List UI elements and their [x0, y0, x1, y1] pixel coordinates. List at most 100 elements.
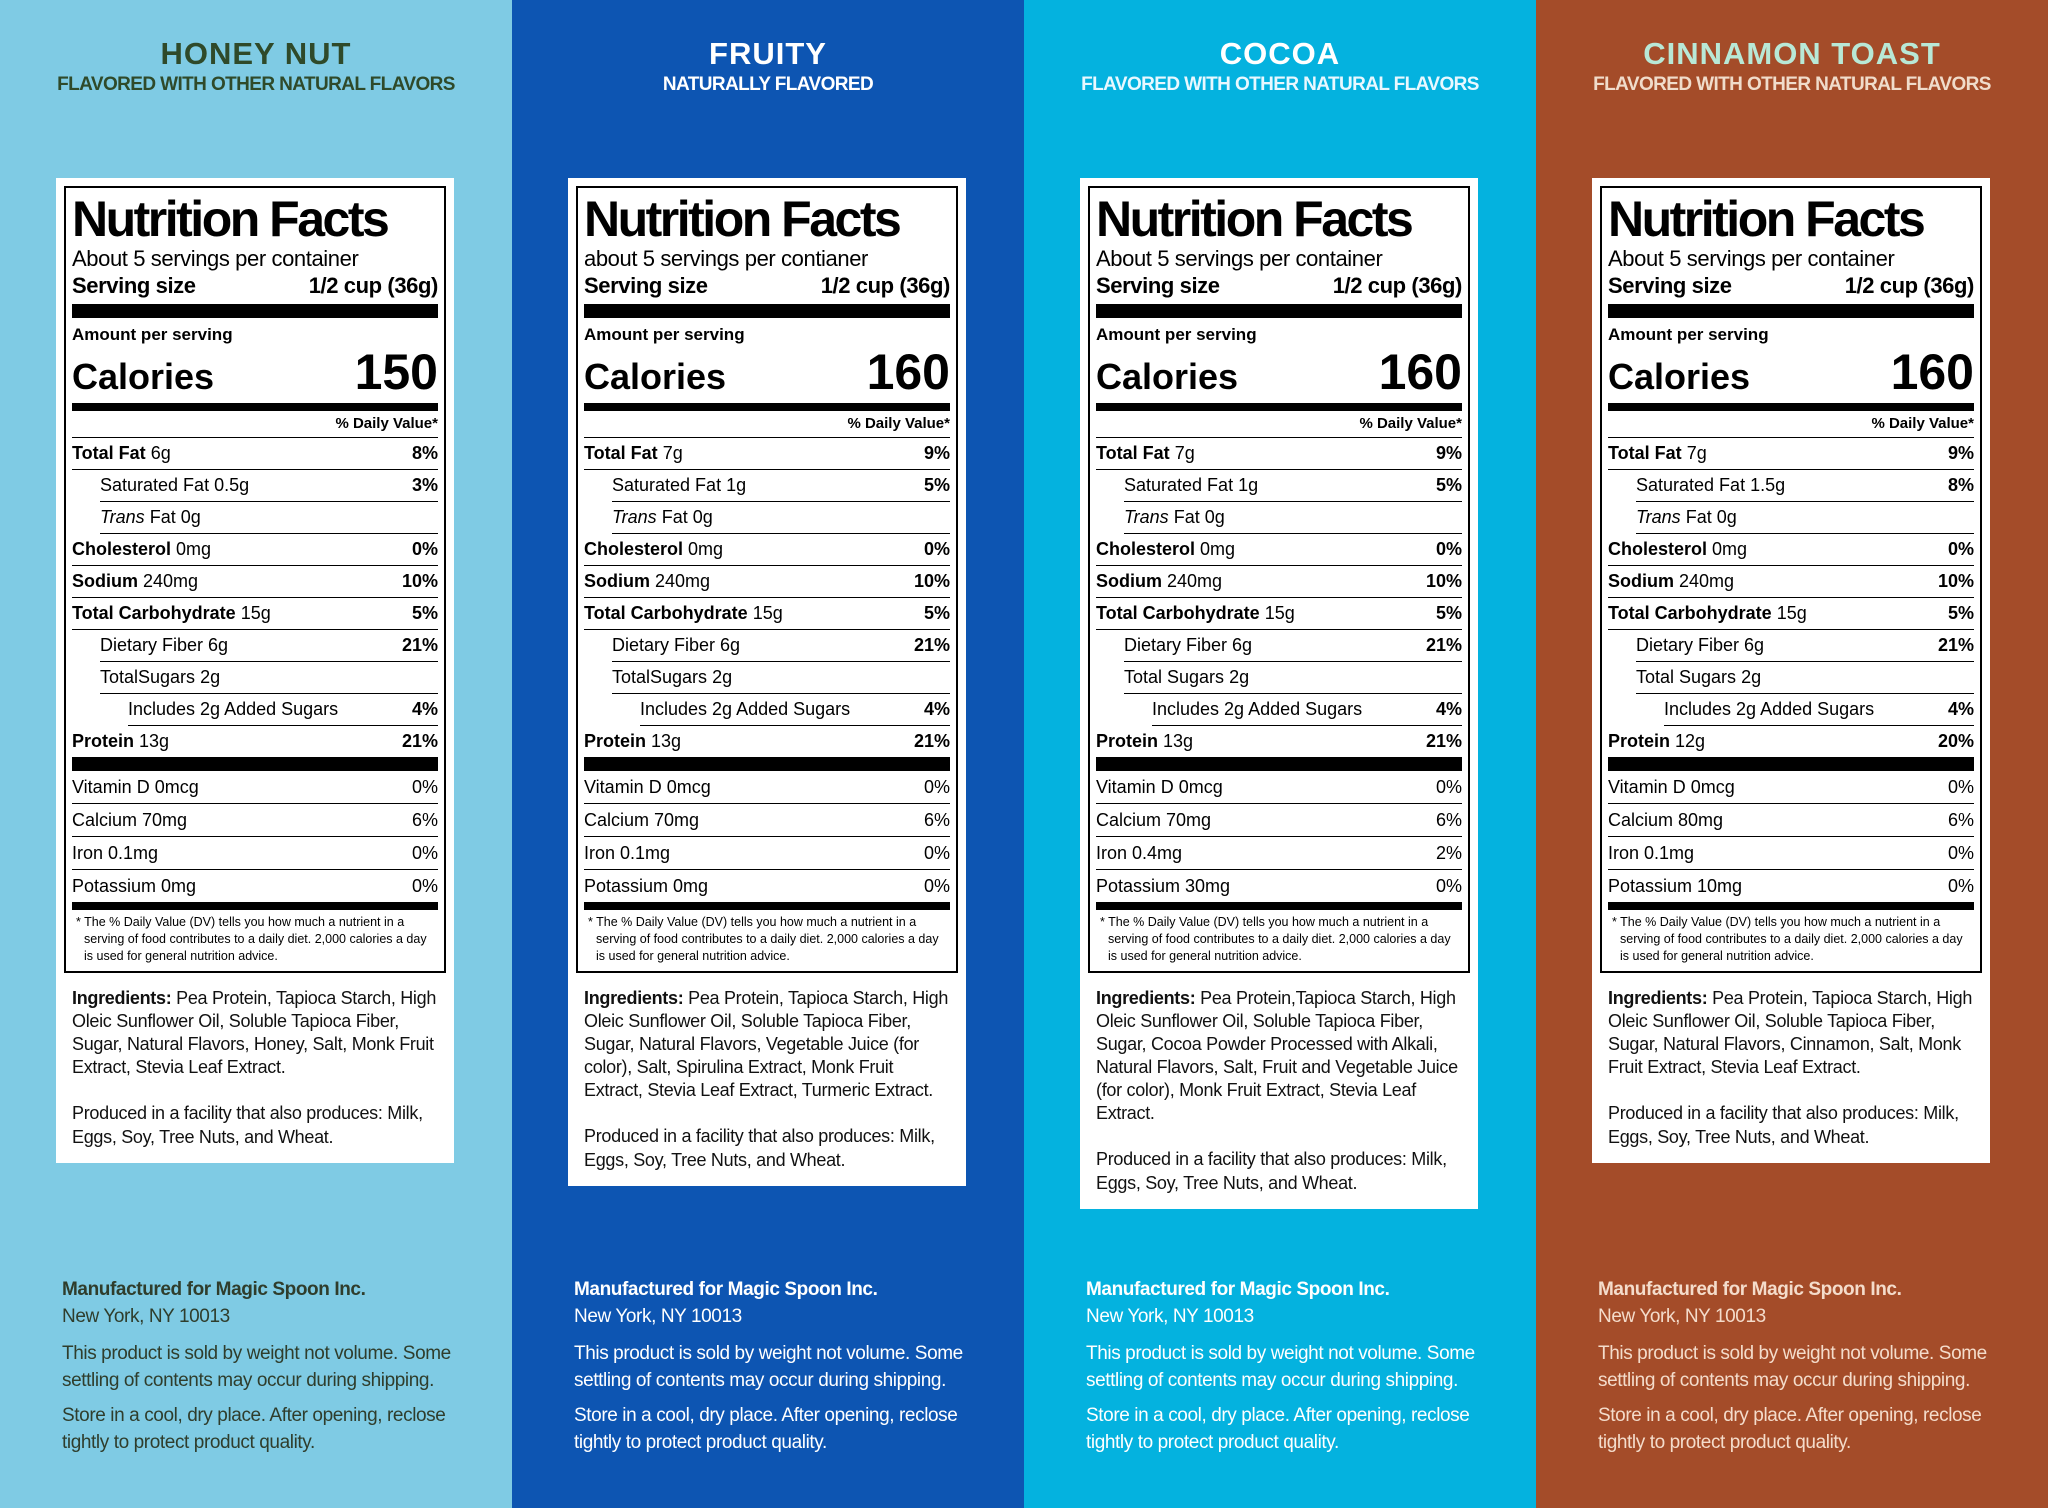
nutrient-name: Total Carbohydrate	[72, 603, 236, 623]
panel-header: FRUITY NATURALLY FLAVORED	[512, 36, 1024, 98]
flavor-subtitle: FLAVORED WITH OTHER NATURAL FLAVORS	[1081, 74, 1479, 95]
nutrient: Dietary Fiber 6g	[1124, 630, 1252, 661]
nutrient-name: Total Carbohydrate	[1608, 603, 1772, 623]
calories-row: Calories 160	[1096, 346, 1462, 411]
vitamin-name: Calcium 70mg	[584, 810, 700, 830]
calories-row: Calories 160	[584, 346, 950, 411]
vitamin-dv: 0%	[411, 876, 438, 896]
calories-row: Calories 160	[1608, 346, 1974, 411]
vitamin-name: Iron 0.1mg	[1608, 843, 1695, 863]
nutrient-dv: 5%	[1435, 603, 1462, 623]
vitamin-row: Vitamin D 0mcg 0%	[584, 771, 950, 804]
vitamin-dv: 0%	[1947, 777, 1974, 797]
nutrient-name: Cholesterol	[584, 539, 684, 559]
vitamin-name: Potassium 30mg	[1096, 876, 1231, 896]
nutrient-name: Protein	[1608, 731, 1671, 751]
servings: About 5 servings per container	[1096, 246, 1383, 271]
calories-label: Calories	[1096, 356, 1239, 397]
address: New York, NY 10013	[1598, 1306, 1766, 1327]
nutrient-amount: Fat 0g	[1685, 507, 1737, 527]
nutrient-dv: 21%	[401, 731, 438, 751]
address: New York, NY 10013	[62, 1306, 230, 1327]
nutrient-row: Total Carbohydrate 15g 5%	[1096, 598, 1462, 630]
nutrient-dv: 4%	[923, 699, 950, 719]
nutrient: Total Carbohydrate 15g	[584, 598, 783, 629]
vitamin-name: Potassium 10mg	[1608, 876, 1743, 896]
serving-value: 1/2 cup (36g)	[308, 273, 439, 298]
nutrient-row: Total Carbohydrate 15g 5%	[72, 598, 438, 630]
vitamin-dv: 0%	[1947, 843, 1974, 863]
nutrient-row: Dietary Fiber 6g 21%	[100, 630, 438, 662]
vitamin-row: Potassium 0mg 0%	[584, 870, 950, 910]
nutrient-dv: 10%	[913, 571, 950, 591]
nutrient-row: TotalSugars 2g	[100, 662, 438, 694]
nutrient-row: Cholesterol 0mg 0%	[584, 534, 950, 566]
calories-label: Calories	[1608, 356, 1751, 397]
nutrient-dv: 21%	[1425, 635, 1462, 655]
nutrient-name: Dietary Fiber	[1636, 635, 1740, 655]
label-title: Nutrition Facts	[1096, 191, 1414, 247]
ingredients-text: Pea Protein, Tapioca Starch, High Oleic …	[1608, 988, 1973, 1077]
nutrient-dv: 10%	[1425, 571, 1462, 591]
nutrient-dv: 4%	[1435, 699, 1462, 719]
nutrient-amount: 6g	[1744, 635, 1765, 655]
nutrient-name: Trans	[1636, 507, 1681, 527]
manufacturer: Manufactured for Magic Spoon Inc.	[62, 1279, 366, 1300]
nutrient-row: Saturated Fat 0.5g 3%	[100, 470, 438, 502]
flavor-panel: HONEY NUT FLAVORED WITH OTHER NATURAL FLA…	[0, 0, 512, 1508]
nutrient-amount: 240mg	[655, 571, 711, 591]
nutrient-dv: 20%	[1937, 731, 1974, 751]
address: New York, NY 10013	[1086, 1306, 1254, 1327]
dv-header: % Daily Value*	[1608, 411, 1974, 438]
nutrient: Includes 2g Added Sugars	[1152, 694, 1362, 725]
nutrient-dv: 4%	[1947, 699, 1974, 719]
flavor-name: CINNAMON TOAST	[1643, 36, 1941, 71]
nutrient: Total Sugars 2g	[1124, 662, 1249, 693]
nutrient-dv: 21%	[913, 731, 950, 751]
vitamin-row: Vitamin D 0mcg 0%	[1096, 771, 1462, 804]
vitamin-row: Iron 0.1mg 0%	[584, 837, 950, 870]
nutrient-name: Trans	[612, 507, 657, 527]
nutrient-row: Trans Fat 0g	[100, 502, 438, 534]
nutrient-amount: 240mg	[1167, 571, 1223, 591]
calories-label: Calories	[584, 356, 727, 397]
nutrient-name: Saturated Fat	[1636, 475, 1746, 495]
nutrient: TotalSugars 2g	[100, 662, 220, 693]
nutrient: Total Fat 7g	[1608, 438, 1707, 469]
nutrient-amount: 0.5g	[214, 475, 250, 495]
vitamin-name: Iron 0.1mg	[584, 843, 671, 863]
nutrient-row: Total Fat 6g 8%	[72, 438, 438, 470]
calories-row: Calories 150	[72, 346, 438, 411]
nutrient-amount: 240mg	[143, 571, 199, 591]
nutrient-name: Includes 2g Added Sugars	[1664, 699, 1875, 719]
nutrient-row: Saturated Fat 1.5g 8%	[1636, 470, 1974, 502]
nutrient: Total Fat 7g	[1096, 438, 1195, 469]
nutrient-dv: 0%	[1947, 539, 1974, 559]
nutrient: Sodium 240mg	[1096, 566, 1222, 597]
nutrient-amount: 1.5g	[1750, 475, 1786, 495]
nutrient-row: Saturated Fat 1g 5%	[612, 470, 950, 502]
nutrient-amount: 13g	[1163, 731, 1194, 751]
vitamin-name: Vitamin D 0mcg	[1096, 777, 1223, 797]
nutrient-name: Protein	[584, 731, 647, 751]
nutrient-row: TotalSugars 2g	[612, 662, 950, 694]
nutrient-name: TotalSugars	[612, 667, 708, 687]
flavor-name: FRUITY	[709, 36, 827, 71]
nutrient-row: Total Fat 7g 9%	[1608, 438, 1974, 470]
vitamin-name: Calcium 70mg	[72, 810, 188, 830]
vitamin-row: Potassium 30mg 0%	[1096, 870, 1462, 910]
footnote: * The % Daily Value (DV) tells you how m…	[588, 915, 939, 963]
label-card: Nutrition Facts About 5 servings per cont…	[1080, 178, 1478, 1209]
manufacturer-info: Manufactured for Magic Spoon Inc. New Yor…	[1598, 1276, 1998, 1456]
nutrient-dv: 4%	[411, 699, 438, 719]
nutrient-row: Includes 2g Added Sugars 4%	[1152, 694, 1462, 726]
nutrient-row: Includes 2g Added Sugars 4%	[128, 694, 438, 726]
nutrient-row: Cholesterol 0mg 0%	[1608, 534, 1974, 566]
nutrient-dv: 0%	[1435, 539, 1462, 559]
nutrient-name: Trans	[1124, 507, 1169, 527]
nutrient-name: Total Fat	[1608, 443, 1682, 463]
nutrient: Saturated Fat 1g	[1124, 470, 1258, 501]
nutrient-amount: 15g	[752, 603, 783, 623]
flavor-panel: CINNAMON TOAST FLAVORED WITH OTHER NATURA…	[1536, 0, 2048, 1508]
nutrient-row: Includes 2g Added Sugars 4%	[640, 694, 950, 726]
